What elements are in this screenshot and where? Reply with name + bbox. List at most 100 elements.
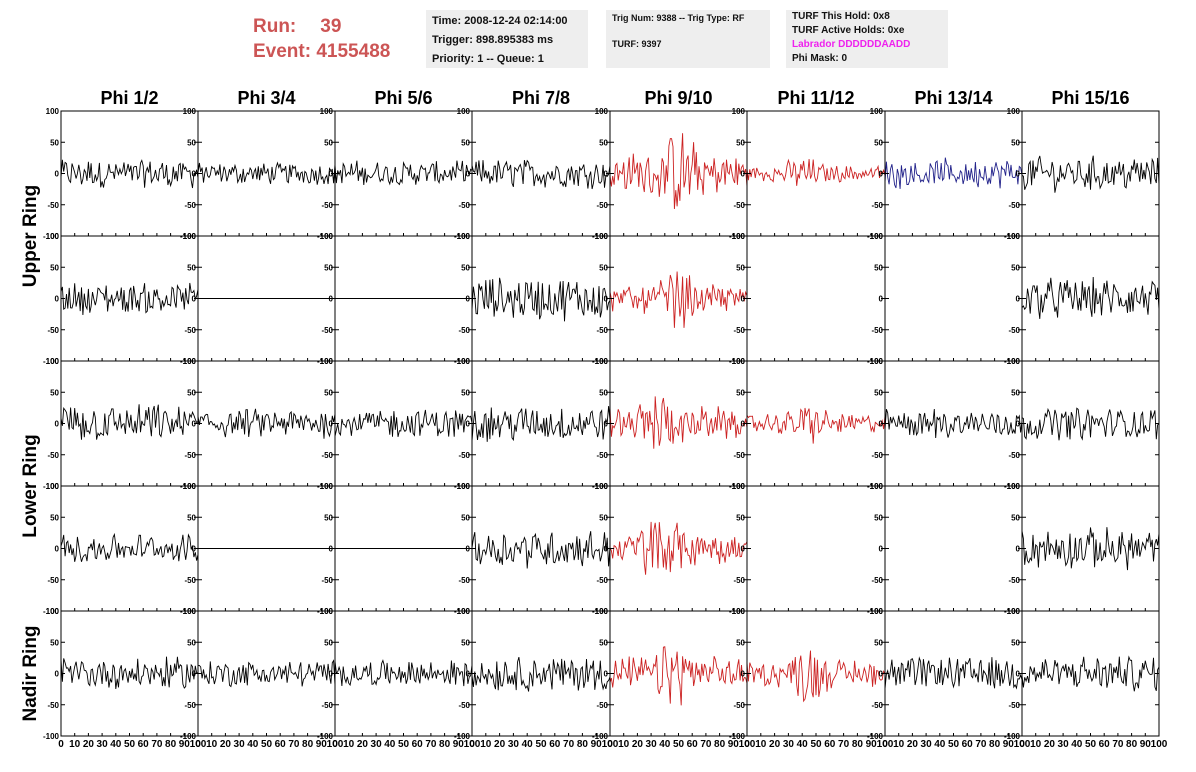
waveform-line — [884, 157, 1023, 189]
x-tick-label: 40 — [659, 739, 671, 750]
y-tick-label: 50 — [736, 388, 745, 397]
x-tick-label: 40 — [522, 739, 534, 750]
x-tick-label: 40 — [797, 739, 809, 750]
waveform-line — [884, 408, 1023, 439]
y-tick-label: 50 — [1011, 638, 1020, 647]
y-tick-label: -50 — [1008, 451, 1020, 460]
y-tick-label: 50 — [1011, 263, 1020, 272]
y-tick-label: 100 — [46, 607, 60, 616]
y-tick-label: 50 — [324, 388, 333, 397]
x-tick-label: 0 — [332, 739, 338, 750]
y-tick-label: -50 — [733, 576, 745, 585]
y-tick-label: -100 — [43, 232, 60, 241]
x-tick-label: 100 — [327, 739, 344, 750]
y-tick-label: 100 — [1007, 607, 1021, 616]
panel-frame — [746, 110, 886, 237]
column-header: Phi 9/10 — [644, 88, 712, 108]
x-tick-label: 80 — [989, 739, 1001, 750]
y-tick-label: -100 — [317, 732, 334, 741]
y-tick-label: 100 — [595, 607, 609, 616]
waveform-line — [60, 532, 199, 562]
y-tick-label: -50 — [1008, 326, 1020, 335]
turf-info-box: TURF This Hold: 0x8 TURF Active Holds: 0… — [786, 10, 948, 68]
y-tick-label: 50 — [736, 513, 745, 522]
column-header: Phi 3/4 — [237, 88, 295, 108]
y-tick-label: -50 — [733, 201, 745, 210]
x-tick-label: 70 — [700, 739, 712, 750]
y-tick-label: 100 — [1007, 357, 1021, 366]
x-tick-label: 80 — [714, 739, 726, 750]
y-tick-label: 0 — [604, 295, 609, 304]
y-tick-label: 50 — [50, 638, 59, 647]
x-tick-label: 20 — [769, 739, 781, 750]
y-tick-label: 100 — [183, 107, 197, 116]
x-tick-label: 80 — [852, 739, 864, 750]
x-tick-label: 100 — [877, 739, 894, 750]
y-tick-label: 50 — [324, 263, 333, 272]
y-tick-label: 0 — [329, 170, 334, 179]
panel-frame — [60, 110, 199, 237]
x-tick-label: 10 — [480, 739, 492, 750]
x-tick-label: 60 — [687, 739, 699, 750]
y-tick-label: -50 — [1008, 576, 1020, 585]
x-tick-label: 60 — [412, 739, 424, 750]
x-tick-label: 30 — [921, 739, 933, 750]
column-header: Phi 11/12 — [777, 88, 854, 108]
y-tick-label: 0 — [55, 545, 60, 554]
x-tick-label: 90 — [866, 739, 878, 750]
y-tick-label: -100 — [592, 732, 609, 741]
waveform-line — [746, 650, 886, 703]
y-tick-label: 50 — [187, 513, 196, 522]
panel-frame — [884, 485, 1023, 612]
y-tick-label: 50 — [324, 138, 333, 147]
x-tick-label: 60 — [1099, 739, 1111, 750]
x-tick-label: 80 — [577, 739, 589, 750]
y-tick-label: -50 — [184, 326, 196, 335]
x-tick-label: 40 — [934, 739, 946, 750]
y-tick-label: 100 — [457, 607, 471, 616]
y-tick-label: -50 — [321, 576, 333, 585]
x-tick-label: 40 — [384, 739, 396, 750]
x-tick-label: 90 — [591, 739, 603, 750]
y-tick-label: 50 — [1011, 138, 1020, 147]
x-tick-label: 70 — [425, 739, 437, 750]
y-tick-label: 100 — [320, 482, 334, 491]
x-tick-label: 10 — [343, 739, 355, 750]
x-tick-label: 50 — [673, 739, 685, 750]
y-tick-label: 100 — [732, 357, 746, 366]
y-tick-label: 0 — [604, 670, 609, 679]
y-tick-label: 100 — [457, 107, 471, 116]
panel-frame — [1021, 485, 1160, 612]
column-header: Phi 7/8 — [512, 88, 570, 108]
y-tick-label: -50 — [184, 201, 196, 210]
y-tick-label: 50 — [1011, 388, 1020, 397]
x-tick-label: 20 — [1044, 739, 1056, 750]
y-tick-label: 100 — [732, 482, 746, 491]
x-tick-label: 0 — [1019, 739, 1025, 750]
turf-hold-text: TURF This Hold: 0x8 — [792, 11, 890, 22]
waveform-line — [609, 646, 748, 706]
y-tick-label: 0 — [741, 420, 746, 429]
y-tick-label: -50 — [733, 326, 745, 335]
x-tick-label: 70 — [288, 739, 300, 750]
y-tick-label: 0 — [879, 545, 884, 554]
y-tick-label: -50 — [596, 701, 608, 710]
y-tick-label: 0 — [329, 670, 334, 679]
y-tick-label: 50 — [50, 138, 59, 147]
waveform-line — [1021, 527, 1160, 571]
waveform-line — [609, 396, 748, 449]
y-tick-label: 0 — [192, 170, 197, 179]
priority-text: Priority: 1 -- Queue: 1 — [432, 53, 544, 65]
waveform-line — [746, 158, 886, 186]
waveform-line — [334, 409, 473, 438]
waveform-line — [609, 133, 748, 210]
y-tick-label: 50 — [187, 138, 196, 147]
y-tick-label: 0 — [604, 420, 609, 429]
y-tick-label: -50 — [596, 201, 608, 210]
x-tick-label: 30 — [783, 739, 795, 750]
y-tick-label: 50 — [599, 138, 608, 147]
waveform-line — [471, 656, 611, 692]
y-tick-label: 100 — [320, 107, 334, 116]
waveform-line — [334, 160, 473, 186]
x-tick-label: 50 — [261, 739, 273, 750]
